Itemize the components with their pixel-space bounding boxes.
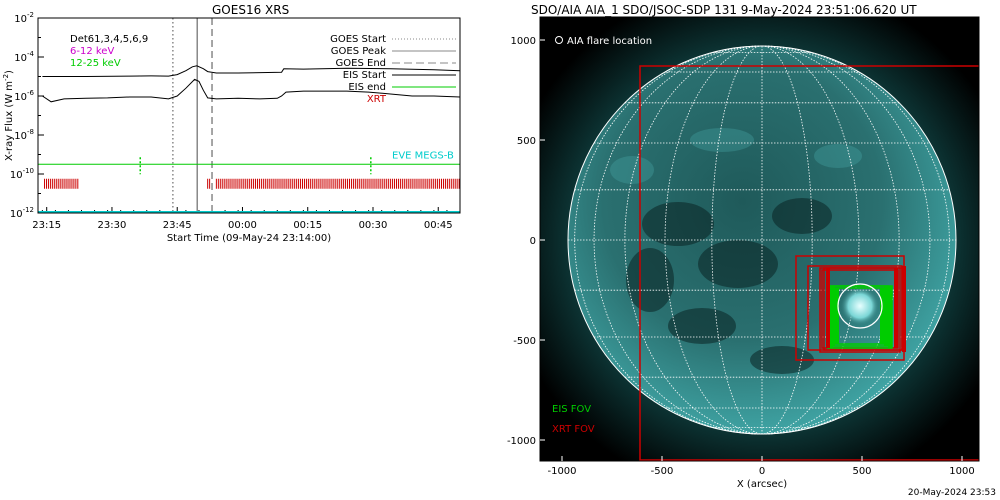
- eis-slit-bar: [830, 286, 835, 346]
- xrt-fov-box: [795, 255, 905, 361]
- eis-slit-bar: [880, 288, 884, 344]
- bright-region: [690, 128, 754, 152]
- y-axis-label: X-ray Flux (W m-2): [2, 70, 15, 161]
- longitude-line: [761, 45, 860, 435]
- solar-disk: [568, 46, 956, 434]
- legend-right-label: EIS end: [348, 82, 386, 93]
- legend-right-label: EIS Start: [343, 70, 386, 81]
- x-tick-label: 00:15: [293, 220, 322, 231]
- aia-background: [540, 17, 979, 461]
- longitude-line: [664, 45, 763, 435]
- y-tick-label: 10-4: [14, 50, 34, 64]
- aia-image-group: AIA flare location EIS FOV XRT FOV: [540, 17, 979, 461]
- legend-right-label: GOES Peak: [331, 46, 386, 57]
- eis-slit-bar: [834, 288, 839, 344]
- legend-left-entry: 12-25 keV: [70, 58, 121, 69]
- xrt-slit-bar: [894, 268, 898, 348]
- y-tick-label: -500: [513, 336, 536, 347]
- longitude-line: [761, 45, 931, 435]
- dark-region: [626, 248, 674, 312]
- legend-right-label: XRT: [367, 94, 387, 105]
- x-tick-label: 500: [852, 466, 871, 477]
- disk-texture: [610, 128, 862, 374]
- left-panel-title: GOES16 XRS: [212, 3, 290, 17]
- eis-fov-box: [827, 285, 893, 349]
- longitude-line: [761, 45, 950, 435]
- flare-legend-symbol: [555, 36, 563, 44]
- longitude-line: [593, 45, 763, 435]
- dark-region: [750, 346, 814, 374]
- y-tick-label: 10-8: [14, 128, 34, 142]
- legend-right-label: GOES End: [336, 58, 386, 69]
- x-tick-label: 23:30: [98, 220, 127, 231]
- legend-right-label: GOES Start: [330, 34, 386, 45]
- heliographic-grid: [567, 45, 957, 435]
- x-tick-label: 00:45: [424, 220, 453, 231]
- eve-label: EVE MEGS-B: [392, 150, 454, 161]
- dark-region: [772, 198, 832, 234]
- y-tick-label: 1000: [511, 36, 536, 47]
- y-tick-label: 0: [530, 236, 536, 247]
- xrt-slit-bar: [902, 266, 906, 352]
- solar-corona: [540, 17, 979, 461]
- longitude-line: [574, 45, 763, 435]
- series-line: [42, 65, 461, 77]
- x-axis-label: Start Time (09-May-24 23:14:00): [167, 233, 331, 244]
- x-tick-label: -500: [651, 466, 674, 477]
- y-tick-label: 500: [517, 136, 536, 147]
- y-tick-label: -1000: [507, 436, 536, 447]
- xrt-fov-box: [639, 65, 979, 461]
- xrt-fov-box: [819, 267, 901, 353]
- x-tick-label: 23:15: [32, 220, 61, 231]
- xrt-slit-bar: [826, 268, 830, 348]
- x-tick-label: 00:30: [359, 220, 388, 231]
- plot-frame: [37, 17, 461, 214]
- eis-slit-bar: [884, 286, 888, 346]
- y-tick-label: 10-12: [10, 206, 34, 220]
- longitude-line: [624, 45, 763, 435]
- y-tick-label: 10-10: [10, 167, 34, 181]
- xrt-fov-box: [821, 269, 899, 349]
- footer-timestamp: 20-May-2024 23:53: [907, 488, 996, 498]
- fov-legend-label: EIS FOV: [552, 404, 591, 415]
- x-tick-label: -1000: [547, 466, 576, 477]
- dark-region: [642, 202, 714, 246]
- eis-slit-bar: [888, 286, 892, 348]
- longitude-line: [711, 45, 763, 435]
- eis-slit-bar: [828, 286, 833, 348]
- right-panel-title: SDO/AIA AIA_1 SDO/JSOC-SDP 131 9-May-202…: [531, 3, 917, 17]
- flare-legend-label: AIA flare location: [567, 36, 652, 47]
- image-frame: [539, 16, 980, 462]
- x-axis-label: X (arcsec): [737, 479, 787, 490]
- x-tick-label: 23:45: [163, 220, 192, 231]
- fov-legend-label: XRT FOV: [552, 424, 595, 435]
- bright-region: [610, 156, 654, 184]
- legend-left-entry: 6-12 keV: [70, 46, 114, 57]
- x-tick-label: 1000: [949, 466, 974, 477]
- eis-fov-box: [829, 285, 889, 347]
- longitude-line: [761, 45, 900, 435]
- x-tick-label: 00:00: [228, 220, 257, 231]
- x-tick-label: 0: [759, 466, 765, 477]
- longitude-line: [761, 45, 813, 435]
- eis-fov-box: [833, 287, 885, 345]
- y-tick-label: 10-2: [14, 11, 34, 25]
- series-line: [42, 78, 461, 103]
- limb-circle: [567, 45, 957, 435]
- xrt-fov-box: [823, 267, 903, 351]
- dark-region: [668, 308, 736, 344]
- bright-region: [814, 144, 862, 168]
- flare-brightening: [840, 286, 880, 326]
- flare-location-circle: [837, 283, 883, 329]
- y-tick-label: 10-6: [14, 89, 34, 103]
- legend-left-entry: Det61,3,4,5,6,9: [70, 34, 148, 45]
- xrt-fov-box: [807, 265, 903, 351]
- dark-region: [698, 240, 778, 288]
